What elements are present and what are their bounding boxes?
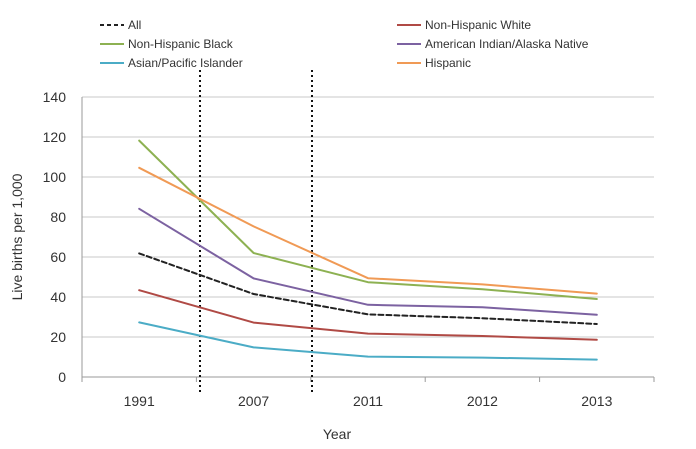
y-tick-label: 140 xyxy=(43,89,67,105)
legend: All Non-Hispanic White Non-Hispanic Black A… xyxy=(100,18,589,70)
x-tick-label: 1991 xyxy=(124,393,155,409)
legend-label: Non-Hispanic White xyxy=(425,18,531,32)
x-tick-label: 2007 xyxy=(238,393,269,409)
series-line-hispanic xyxy=(138,166,598,295)
series-line-non-hispanic-black xyxy=(138,139,598,300)
x-tick-labels: 1991 2007 2011 2012 2013 xyxy=(124,393,613,409)
gridlines xyxy=(82,96,654,338)
axes xyxy=(81,97,655,382)
vertical-markers xyxy=(199,70,313,392)
legend-label: All xyxy=(128,18,141,32)
y-tick-label: 100 xyxy=(43,169,67,185)
y-tick-label: 20 xyxy=(50,329,66,345)
series-line-asian-pacific-islander xyxy=(138,321,598,361)
y-tick-labels: 0 20 40 60 80 100 120 140 xyxy=(43,89,67,385)
legend-label: Hispanic xyxy=(425,56,471,70)
x-tick-label: 2012 xyxy=(467,393,498,409)
series-lines xyxy=(138,139,598,361)
series-line-all xyxy=(138,252,598,325)
x-tick-label: 2011 xyxy=(353,393,383,409)
y-tick-label: 60 xyxy=(50,249,66,265)
x-tick-label: 2013 xyxy=(581,393,612,409)
y-tick-label: 80 xyxy=(50,209,66,225)
y-tick-label: 40 xyxy=(50,289,66,305)
legend-label: Asian/Pacific Islander xyxy=(128,56,243,70)
legend-label: American Indian/Alaska Native xyxy=(425,37,589,51)
x-axis-title: Year xyxy=(323,426,352,442)
y-tick-label: 0 xyxy=(58,369,66,385)
y-axis-title: Live births per 1,000 xyxy=(9,173,25,300)
y-tick-label: 120 xyxy=(43,129,67,145)
series-line-non-hispanic-white xyxy=(138,289,598,341)
legend-label: Non-Hispanic Black xyxy=(128,37,234,51)
series-line-american-indian-alaska-native xyxy=(138,207,598,316)
